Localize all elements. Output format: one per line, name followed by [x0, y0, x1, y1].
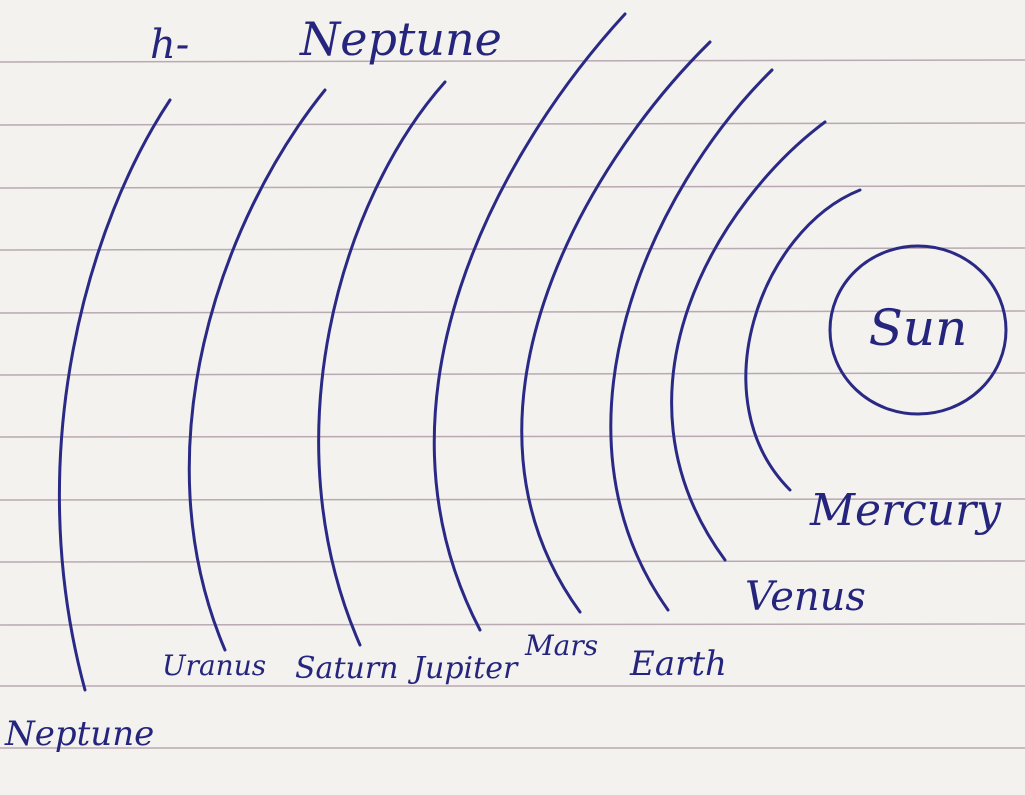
notebook-page: h- Neptune Sun Mercury Venus Earth Mars … [0, 0, 1025, 795]
sun-label: Sun [869, 299, 968, 357]
planet-label: Mercury [809, 485, 1002, 536]
rule-line [0, 436, 1025, 437]
rule-line [0, 561, 1025, 562]
header-prefix: h- [150, 22, 189, 68]
planet-label: Neptune [4, 714, 154, 754]
planet-label: Uranus [162, 649, 266, 682]
header-answer: Neptune [299, 12, 502, 66]
planet-label: Venus [745, 574, 866, 620]
planet-label: Jupiter [407, 651, 519, 686]
planet-label: Saturn [295, 651, 398, 686]
planet-label: Mars [524, 629, 598, 662]
rule-line [0, 624, 1025, 625]
planet-label: Earth [629, 644, 727, 684]
